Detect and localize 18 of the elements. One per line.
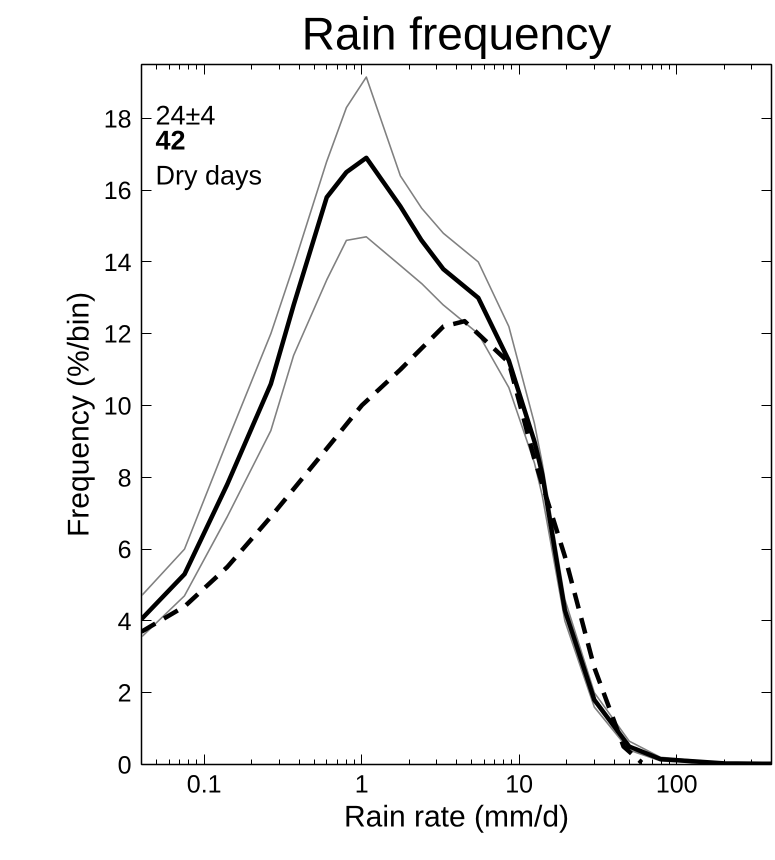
annotation: Dry days	[156, 160, 262, 190]
y-tick-label: 6	[118, 536, 132, 564]
x-tick-label: 1	[354, 770, 369, 798]
y-tick-label: 16	[104, 177, 132, 206]
y-axis-title: Frequency (%/bin)	[62, 292, 96, 538]
y-tick-label: 0	[118, 752, 132, 780]
x-axis-title: Rain rate (mm/d)	[344, 800, 570, 834]
x-tick-label: 100	[656, 770, 698, 798]
y-tick-label: 4	[118, 608, 132, 636]
chart-title: Rain frequency	[302, 8, 612, 60]
y-tick-label: 18	[104, 105, 132, 134]
x-tick-label: 10	[505, 770, 534, 798]
y-tick-label: 8	[118, 464, 132, 492]
y-tick-label: 2	[118, 680, 132, 708]
y-tick-label: 14	[104, 248, 132, 277]
y-tick-label: 10	[104, 392, 132, 421]
x-tick-label: 0.1	[186, 770, 222, 798]
y-tick-label: 12	[104, 320, 132, 349]
